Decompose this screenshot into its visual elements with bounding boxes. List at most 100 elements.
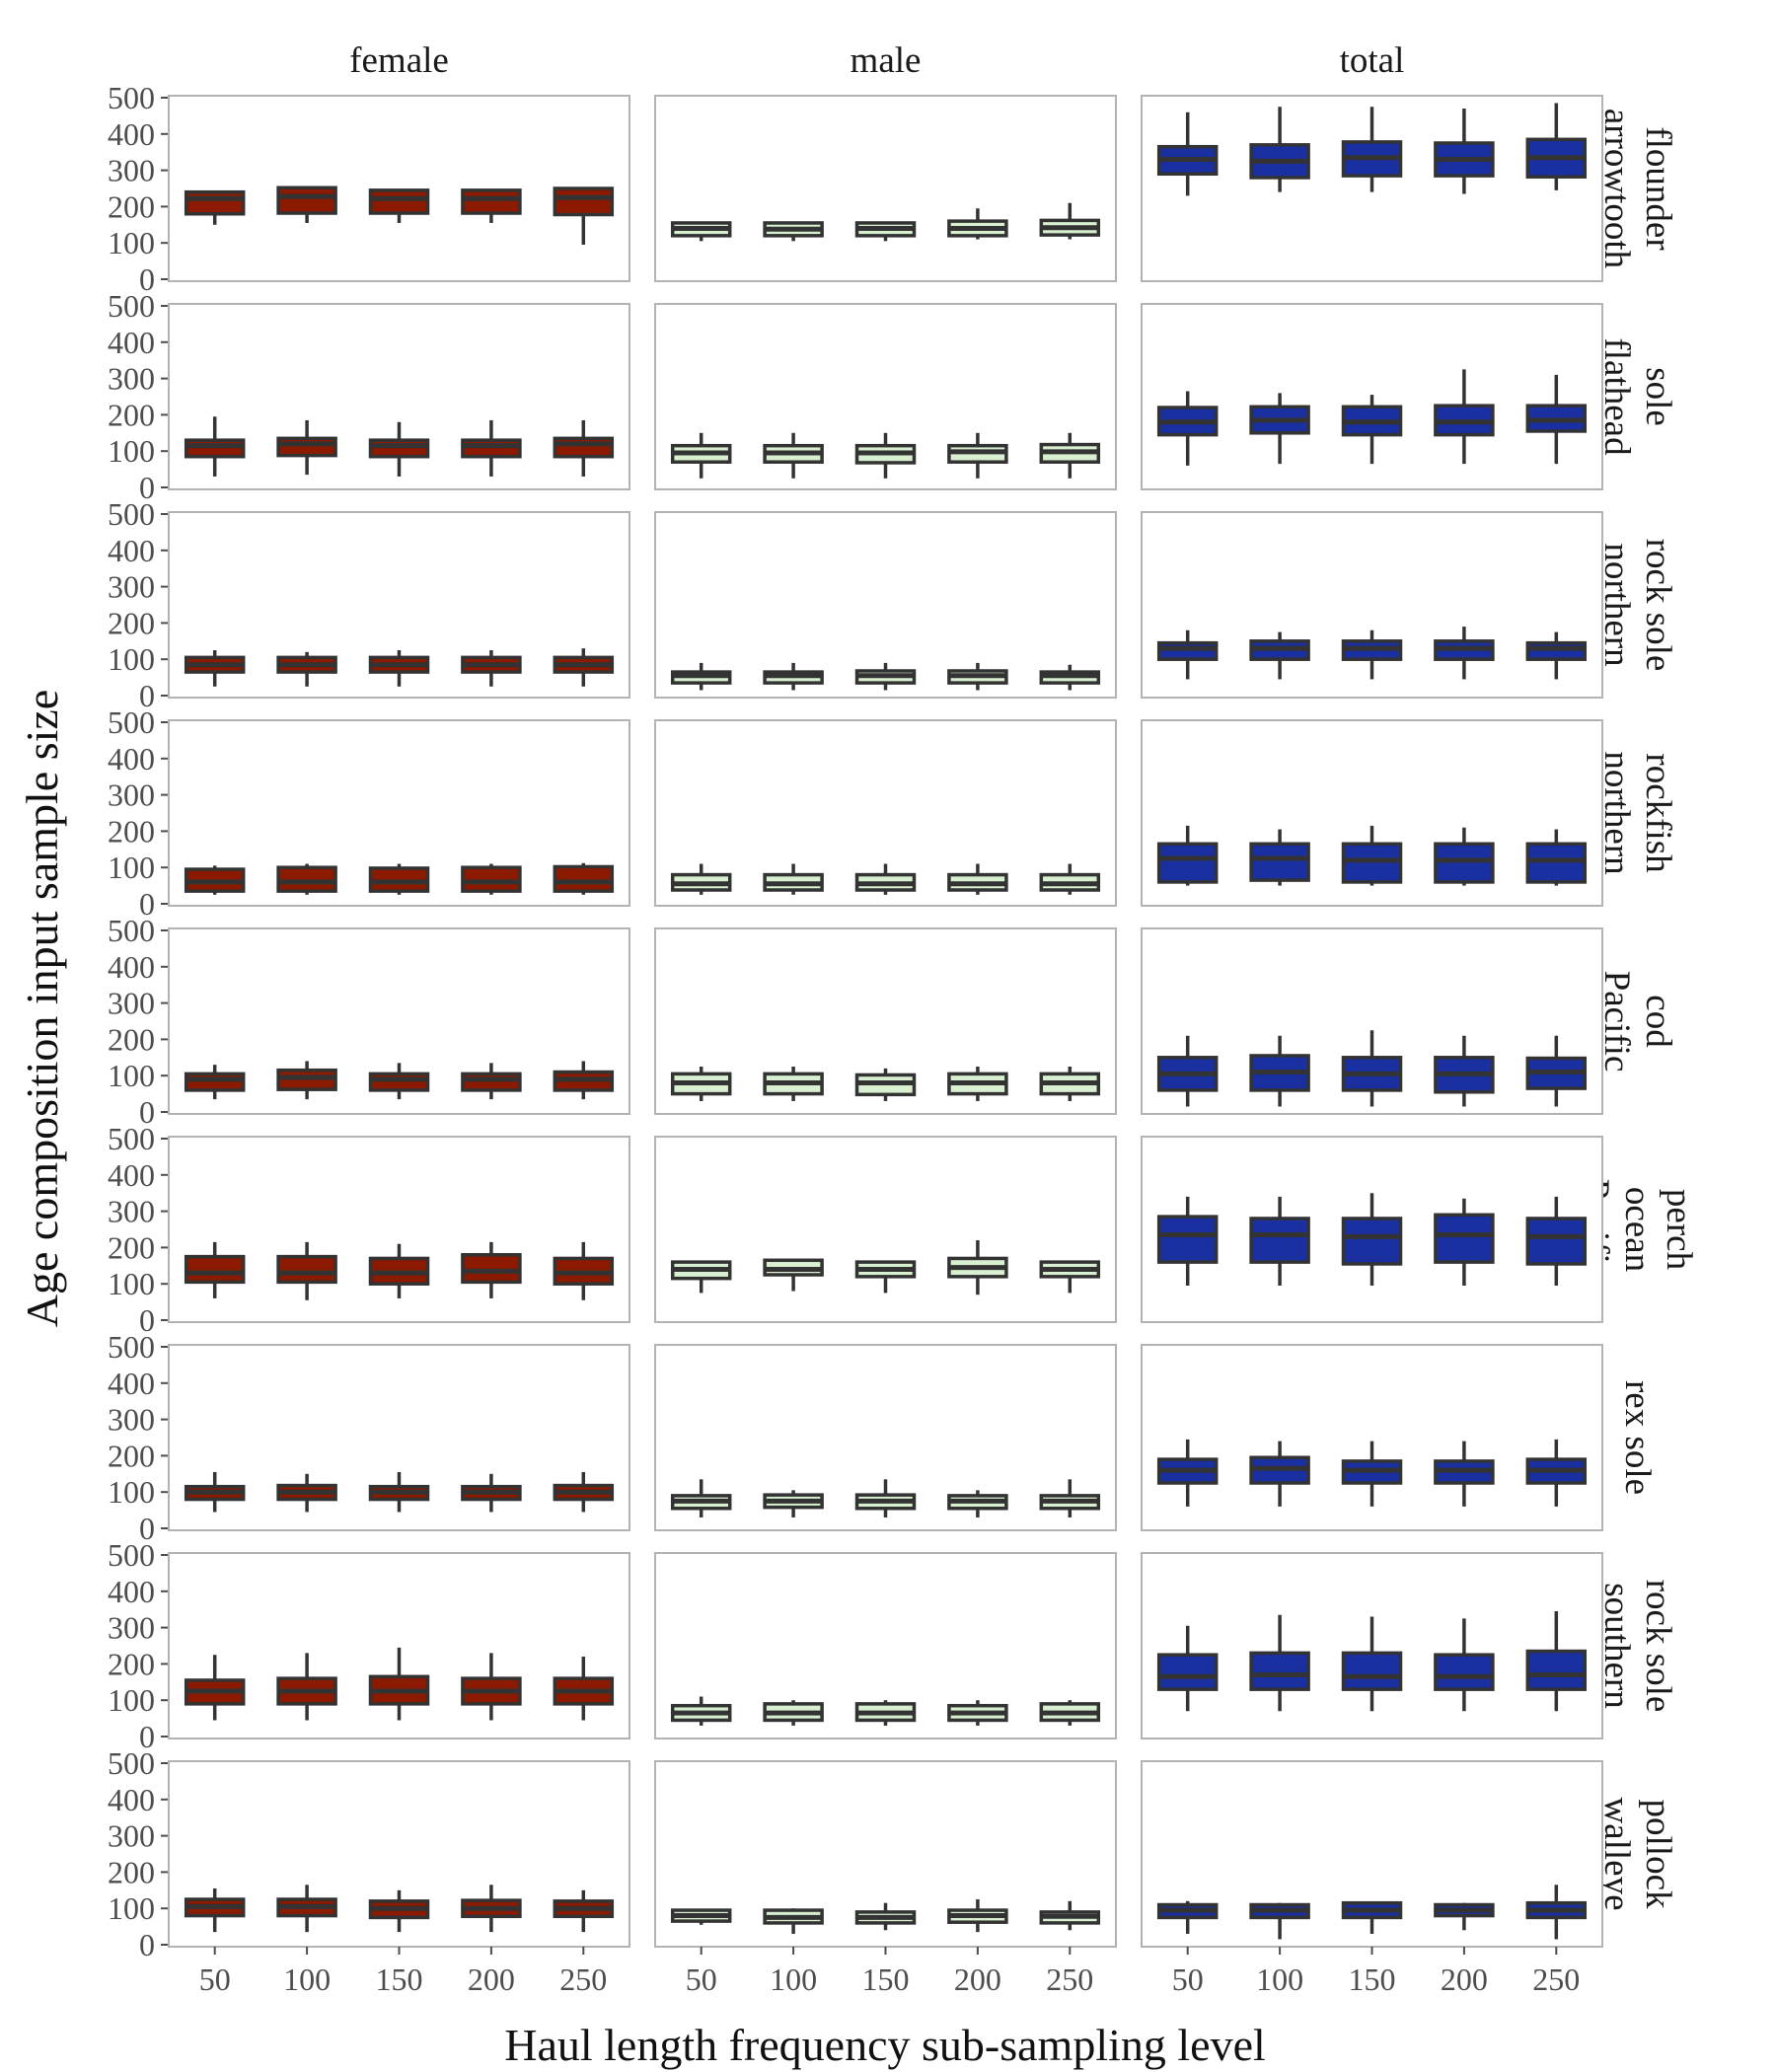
box [670, 662, 732, 691]
box [1525, 1196, 1588, 1287]
box [553, 1657, 615, 1721]
box [184, 1471, 246, 1513]
box [553, 186, 615, 246]
box [276, 863, 337, 895]
box [763, 662, 824, 691]
box-body [1341, 842, 1403, 884]
box [1039, 432, 1101, 479]
box [553, 1061, 615, 1100]
box [1341, 1441, 1403, 1507]
panel-frame [168, 1760, 630, 1948]
box [854, 1068, 917, 1101]
box-body [1249, 1217, 1310, 1264]
box-body [184, 189, 246, 216]
panel-total [1141, 1344, 1603, 1531]
box [1434, 627, 1495, 680]
y-tick-label: 300 [108, 153, 155, 188]
y-tick-label: 0 [139, 261, 155, 297]
box [184, 865, 246, 895]
panel-male [654, 511, 1117, 699]
facet-grid: female male total0100200300400500arrowtoot… [108, 40, 1699, 1997]
box [276, 1885, 337, 1933]
box-body [461, 1253, 522, 1285]
y-tick-label: 400 [108, 1782, 155, 1817]
box [368, 1647, 430, 1721]
box [368, 188, 430, 223]
y-tick-label: 500 [108, 288, 155, 324]
y-tick-label: 200 [108, 1229, 155, 1265]
row-title: southernrock sole [1596, 1580, 1678, 1713]
box [1341, 1900, 1403, 1934]
box-body [553, 186, 615, 217]
box [1525, 1439, 1588, 1507]
box [184, 1241, 246, 1298]
y-tick-label: 500 [108, 704, 155, 740]
box-body [1341, 1217, 1403, 1266]
box [854, 863, 917, 895]
box-body [184, 438, 246, 459]
box [1525, 374, 1588, 465]
y-tick-label: 500 [108, 496, 155, 532]
box [184, 189, 246, 225]
y-tick-label: 400 [108, 116, 155, 152]
box [1249, 1196, 1310, 1287]
box-body [1434, 1653, 1495, 1691]
x-tick-label: 100 [770, 1961, 817, 1997]
box-body [368, 188, 430, 215]
box [368, 1889, 430, 1933]
box [1249, 107, 1310, 192]
box [1341, 629, 1403, 680]
box [1434, 109, 1495, 194]
box [461, 188, 522, 223]
panel-total [1141, 719, 1603, 907]
y-tick-label: 400 [108, 1574, 155, 1609]
y-tick-label: 300 [108, 1610, 155, 1646]
box [368, 650, 430, 687]
box [1039, 1067, 1101, 1101]
panel-male [654, 95, 1117, 282]
box [763, 1067, 824, 1101]
panel-total [1141, 1136, 1603, 1323]
y-tick-label: 200 [108, 605, 155, 640]
box [1525, 631, 1588, 680]
box [276, 651, 337, 687]
y-tick-label: 300 [108, 569, 155, 605]
box [1341, 395, 1403, 465]
box [947, 662, 1008, 691]
box [184, 416, 246, 477]
box [553, 1471, 615, 1513]
y-tick-label: 400 [108, 533, 155, 568]
y-tick-label: 500 [108, 913, 155, 948]
box [1434, 1198, 1495, 1287]
y-axis-title: Age composition input sample size [17, 690, 67, 1327]
y-tick-label: 500 [108, 1121, 155, 1156]
y-tick-label: 300 [108, 1818, 155, 1854]
x-tick-label: 50 [199, 1961, 231, 1997]
box-body [1525, 640, 1588, 661]
box [947, 1067, 1008, 1101]
box-body [276, 1254, 337, 1285]
panel-male [654, 1760, 1117, 1948]
box [670, 1067, 732, 1101]
x-tick-label: 150 [376, 1961, 423, 1997]
y-tick-label: 500 [108, 1537, 155, 1573]
box [1156, 825, 1219, 886]
y-tick-label: 100 [108, 1266, 155, 1301]
box-body [276, 185, 337, 215]
panel-male [654, 1344, 1117, 1531]
panel-male [654, 303, 1117, 490]
box [1039, 863, 1101, 895]
box-body [553, 436, 615, 459]
box-body [1341, 1651, 1403, 1691]
box [1156, 111, 1219, 196]
y-tick-label: 500 [108, 1329, 155, 1365]
panel-female [168, 1760, 630, 1948]
box [1156, 1439, 1219, 1507]
panel-total [1141, 927, 1603, 1115]
box [854, 1479, 917, 1517]
box [670, 1696, 732, 1726]
y-tick-label: 300 [108, 777, 155, 813]
box [670, 1908, 732, 1925]
row-title: northernrockfish [1596, 751, 1678, 874]
x-tick-label: 100 [1256, 1961, 1303, 1997]
